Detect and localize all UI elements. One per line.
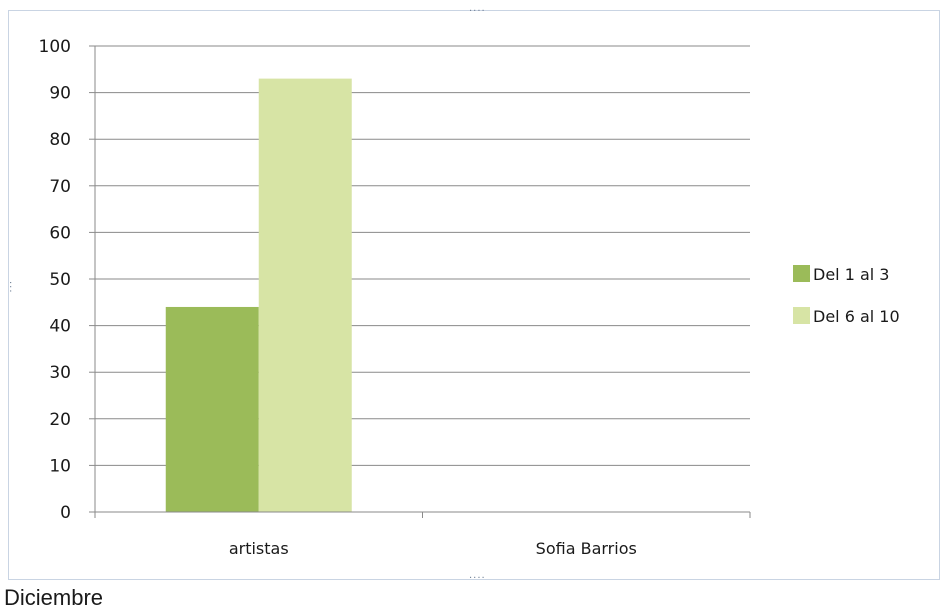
y-tick-label: 80 bbox=[49, 130, 71, 150]
bars bbox=[165, 78, 352, 513]
x-tick-label: Sofia Barrios bbox=[536, 539, 637, 558]
y-tick-label: 30 bbox=[49, 363, 71, 383]
y-tick-label: 10 bbox=[49, 456, 71, 476]
bar-del-1-al-3 bbox=[165, 306, 259, 512]
y-tick-label: 20 bbox=[49, 410, 71, 430]
axes: 0 10 20 30 40 50 60 70 80 90 100 artistas Sofia Barr… bbox=[39, 37, 751, 558]
legend-label: Del 1 al 3 bbox=[813, 265, 889, 284]
chart-caption: Diciembre bbox=[4, 585, 104, 610]
y-tick-label: 60 bbox=[49, 223, 71, 243]
resize-handle-bottom[interactable]: ···· bbox=[469, 573, 486, 584]
resize-handle-top[interactable]: ···· bbox=[469, 6, 486, 17]
legend-swatch bbox=[793, 307, 810, 324]
y-tick-label: 50 bbox=[49, 270, 71, 290]
y-tick-label: 100 bbox=[39, 37, 71, 57]
legend-swatch bbox=[793, 265, 810, 282]
resize-handle-left[interactable]: ··· bbox=[4, 281, 15, 294]
bar-del-6-al-10 bbox=[258, 78, 352, 513]
y-tick-label: 0 bbox=[60, 503, 71, 523]
chart-frame[interactable]: ···· ···· ··· bbox=[4, 6, 940, 584]
y-tick-label: 90 bbox=[49, 84, 71, 104]
legend-label: Del 6 al 10 bbox=[813, 307, 900, 326]
x-tick-label: artistas bbox=[229, 539, 289, 558]
legend: Del 1 al 3 Del 6 al 10 bbox=[793, 265, 900, 326]
bar-chart: 0 10 20 30 40 50 60 70 80 90 100 artistas Sofia Barr… bbox=[39, 37, 900, 558]
y-tick-label: 40 bbox=[49, 317, 71, 337]
y-tick-label: 70 bbox=[49, 177, 71, 197]
